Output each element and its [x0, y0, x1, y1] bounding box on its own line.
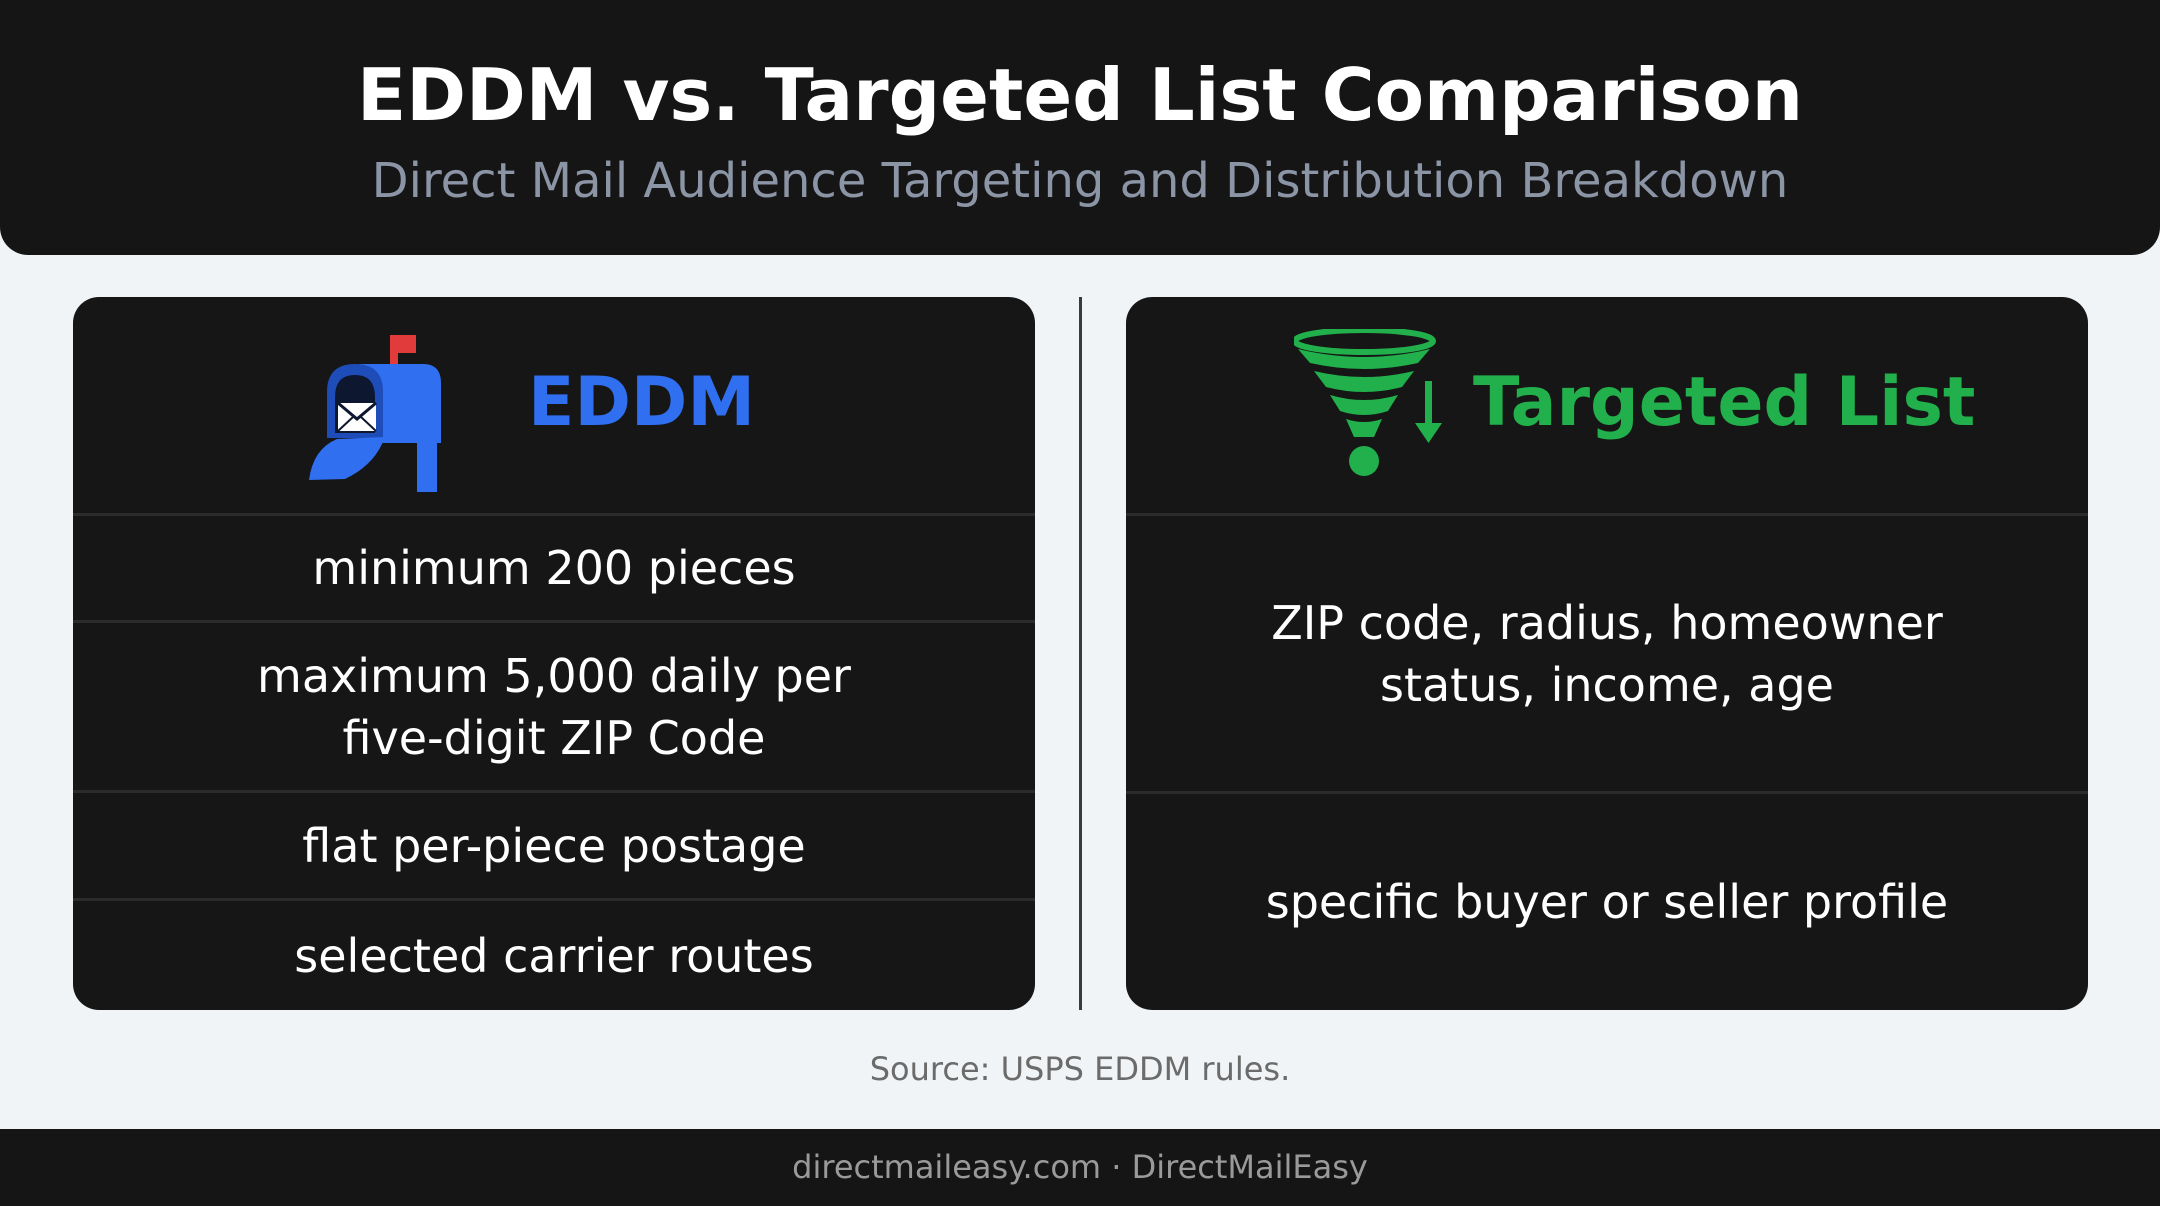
eddm-panel-header: EDDM — [73, 297, 1035, 513]
eddm-row: flat per-piece postage — [73, 790, 1035, 898]
eddm-row-text: minimum 200 pieces — [312, 541, 796, 595]
targeted-label: Targeted List — [1473, 363, 1976, 442]
eddm-row-text: flat per-piece postage — [302, 818, 806, 873]
footer-bar: directmaileasy.com · DirectMailEasy — [0, 1129, 2160, 1206]
footer-credit: directmaileasy.com · DirectMailEasy — [792, 1148, 1368, 1186]
targeted-row: specific buyer or seller profile — [1126, 791, 2088, 1010]
eddm-panel: EDDM minimum 200 pieces maximum 5,000 da… — [73, 297, 1035, 1010]
eddm-label: EDDM — [528, 363, 756, 442]
page-subtitle: Direct Mail Audience Targeting and Distr… — [371, 153, 1789, 209]
eddm-row-text: maximum 5,000 daily per five-digit ZIP C… — [257, 648, 851, 765]
targeted-row: ZIP code, radius, homeowner status, inco… — [1126, 513, 2088, 791]
eddm-row: maximum 5,000 daily per five-digit ZIP C… — [73, 620, 1035, 790]
targeted-row-text: specific buyer or seller profile — [1265, 875, 1949, 929]
targeted-panel: Targeted List ZIP code, radius, homeowne… — [1126, 297, 2088, 1010]
page-title: EDDM vs. Targeted List Comparison — [357, 53, 1803, 137]
eddm-row: selected carrier routes — [73, 898, 1035, 1010]
targeted-panel-header: Targeted List — [1126, 297, 2088, 513]
eddm-row: minimum 200 pieces — [73, 513, 1035, 620]
header-banner: EDDM vs. Targeted List Comparison Direct… — [0, 0, 2160, 255]
column-divider — [1079, 297, 1082, 1010]
source-note: Source: USPS EDDM rules. — [869, 1050, 1291, 1088]
targeted-row-text: ZIP code, radius, homeowner status, inco… — [1271, 595, 1943, 712]
mailbox-icon — [309, 335, 441, 492]
funnel-icon — [1294, 329, 1442, 476]
eddm-row-text: selected carrier routes — [294, 928, 814, 983]
